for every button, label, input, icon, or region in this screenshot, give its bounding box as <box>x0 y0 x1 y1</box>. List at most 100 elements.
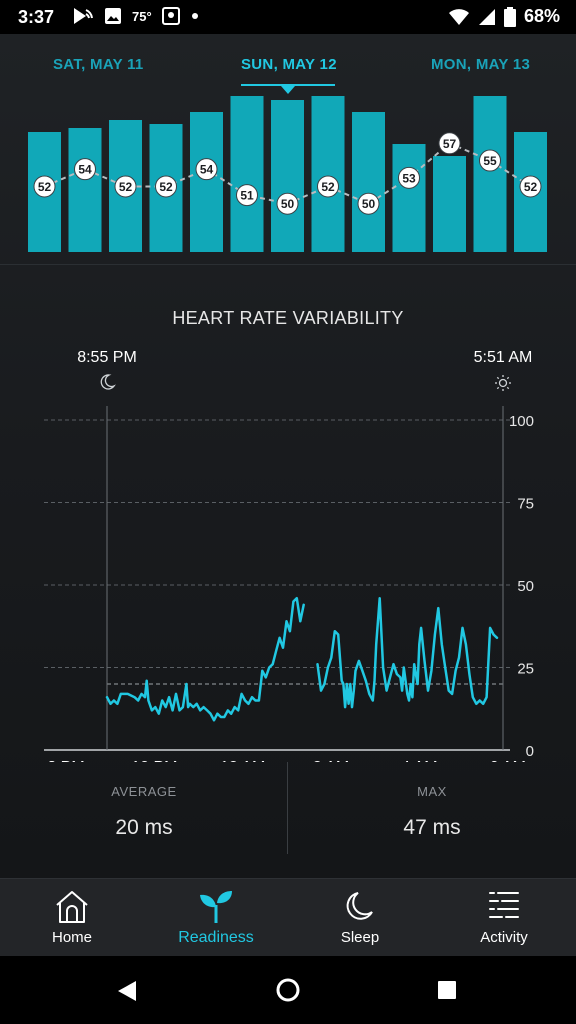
battery-icon <box>503 6 516 27</box>
trend-bar <box>473 96 507 252</box>
nav-readiness[interactable]: Readiness <box>144 879 288 957</box>
trend-value-label: 52 <box>524 180 538 194</box>
nav-sleep-label: Sleep <box>340 929 380 946</box>
home-icon <box>56 891 88 923</box>
nav-readiness-label: Readiness <box>178 929 254 946</box>
status-time: 3:37 <box>18 7 55 27</box>
activity-list-icon <box>489 892 519 918</box>
trend-point <box>114 175 137 198</box>
back-icon[interactable] <box>116 980 138 1002</box>
active-tab-caret <box>281 86 295 94</box>
max-value: 47 ms <box>403 816 461 839</box>
hrv-line-segment <box>316 596 499 709</box>
sun-icon <box>495 375 511 391</box>
trend-divider <box>0 264 576 265</box>
trend-value-label: 52 <box>119 180 133 194</box>
nav-activity-label: Activity <box>480 929 528 946</box>
y-tick-label: 0 <box>526 743 534 760</box>
trend-bar <box>190 112 223 252</box>
x-tick-label: 4 AM <box>401 759 437 762</box>
y-tick-label: 75 <box>517 496 534 513</box>
trend-point <box>317 175 339 198</box>
nav-sleep[interactable]: Sleep <box>288 879 432 957</box>
wifi-icon <box>448 8 469 25</box>
moon-icon <box>346 892 373 920</box>
hrv-series <box>105 596 499 722</box>
trend-value-label: 50 <box>362 197 376 211</box>
trend-value-label: 53 <box>402 171 416 185</box>
x-tick-label: 8 PM <box>47 759 84 762</box>
y-tick-label: 50 <box>517 578 534 595</box>
trend-point <box>479 149 501 172</box>
nav-home-label: Home <box>51 929 92 946</box>
hrv-axes: 0 25 50 75 100 8 PM 10 PM 12 AM 2 AM 4 AM 6 AM <box>44 406 534 762</box>
trend-point <box>195 158 218 181</box>
trend-bar <box>271 100 304 252</box>
average-value: 20 ms <box>115 816 173 839</box>
hrv-title: HEART RATE VARIABILITY <box>172 308 404 328</box>
signal-icon <box>478 8 495 25</box>
date-tab-current[interactable]: SUN, MAY 12 <box>241 56 337 73</box>
trend-point <box>438 132 461 155</box>
y-tick-label: 100 <box>509 413 534 430</box>
trend-value-label: 57 <box>443 137 457 151</box>
x-tick-label: 10 PM <box>131 759 177 762</box>
trend-bar <box>392 144 426 252</box>
image-icon <box>105 8 121 24</box>
trend-point <box>519 175 542 198</box>
hrv-grid <box>44 419 510 685</box>
temperature: 75° <box>132 8 152 24</box>
trend-point <box>74 158 96 181</box>
hrv-line-segment <box>105 596 305 722</box>
x-tick-label: 2 AM <box>313 759 349 762</box>
readiness-screen: SAT, MAY 11 SUN, MAY 12 MON, MAY 13 52 54… <box>0 34 576 878</box>
trend-value-label: 50 <box>281 197 295 211</box>
y-tick-label: 25 <box>517 661 534 678</box>
date-tab-previous[interactable]: SAT, MAY 11 <box>53 56 144 73</box>
resting-hr-trend[interactable]: 52 54 52 52 54 51 50 52 50 53 57 55 52 <box>0 96 576 266</box>
trend-bar <box>311 96 345 252</box>
cast-play-icon <box>74 8 93 24</box>
trend-bar <box>352 112 385 252</box>
wake-label: 5:51 AM <box>474 349 533 366</box>
nav-activity[interactable]: Activity <box>432 879 576 957</box>
trend-value-label: 52 <box>159 180 173 194</box>
x-tick-label: 6 AM <box>489 759 525 762</box>
dot-icon <box>191 13 198 19</box>
stats-divider <box>287 762 288 854</box>
trend-bar <box>230 96 264 252</box>
trend-point <box>398 166 420 189</box>
trend-value-label: 54 <box>78 163 92 177</box>
bedtime-label: 8:55 PM <box>77 349 137 366</box>
trend-value-label: 54 <box>200 163 214 177</box>
max-label: MAX <box>417 784 447 799</box>
trend-point <box>155 175 177 198</box>
maps-icon <box>161 7 180 25</box>
hrv-stats: AVERAGE 20 ms MAX 47 ms <box>0 754 576 864</box>
active-tab-underline <box>241 84 335 86</box>
trend-bar <box>433 156 466 252</box>
battery-percent: 68% <box>523 6 560 26</box>
trend-point <box>276 192 299 215</box>
bottom-navigation: Home Readiness Sleep Activity <box>0 878 576 956</box>
hrv-chart[interactable]: 8:55 PM 5:51 AM 0 25 50 75 100 8 PM 10 PM 12 AM… <box>0 342 576 762</box>
trend-value-label: 52 <box>321 180 335 194</box>
trend-point <box>357 192 380 215</box>
notification-icons: 75° <box>72 6 200 26</box>
average-label: AVERAGE <box>111 784 177 799</box>
status-bar: 3:37 75° 68% <box>0 0 576 34</box>
sprout-icon <box>200 891 232 923</box>
trend-value-label: 51 <box>240 189 254 203</box>
moon-icon <box>100 374 116 390</box>
system-navigation <box>0 956 576 1024</box>
date-selector: SAT, MAY 11 SUN, MAY 12 MON, MAY 13 <box>0 34 576 94</box>
recents-icon[interactable] <box>437 980 457 1000</box>
home-button-icon[interactable] <box>275 977 301 1003</box>
date-tab-next[interactable]: MON, MAY 13 <box>431 56 531 73</box>
nav-home[interactable]: Home <box>0 879 144 957</box>
trend-point <box>33 175 56 198</box>
trend-value-label: 52 <box>38 180 52 194</box>
trend-point <box>236 184 258 207</box>
x-tick-label: 12 AM <box>220 759 265 762</box>
trend-value-label: 55 <box>483 154 497 168</box>
